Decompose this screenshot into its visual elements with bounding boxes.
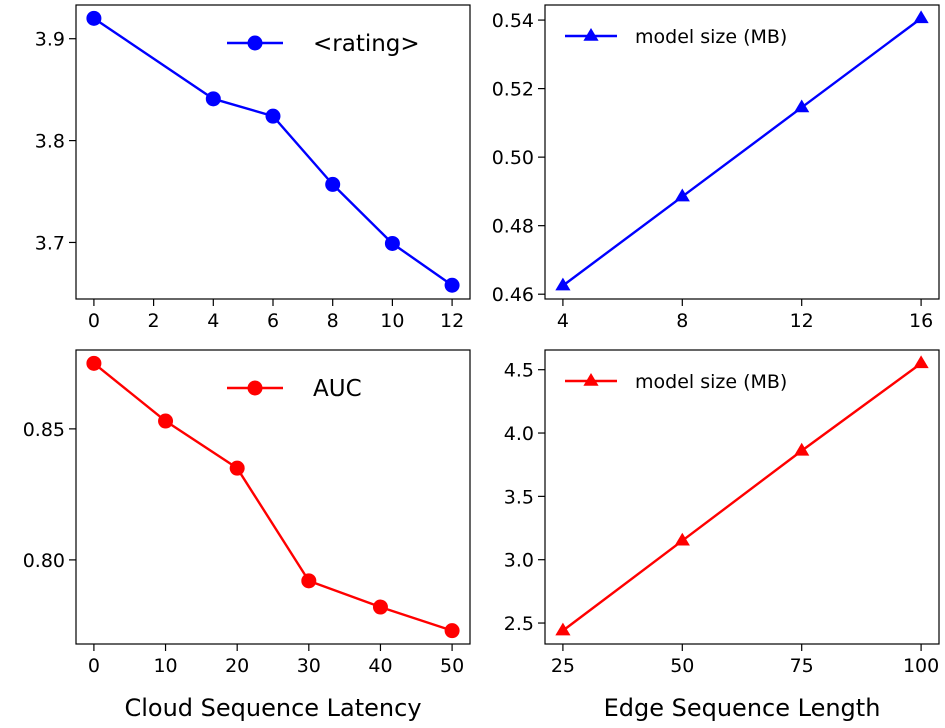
legend-label: model size (MB): [635, 26, 787, 48]
data-point: [301, 573, 317, 589]
data-point: [86, 355, 102, 371]
plot-frame: [75, 4, 471, 300]
legend-marker: [583, 28, 599, 41]
legend-marker: [247, 35, 263, 51]
legend-label: <rating>: [313, 31, 420, 57]
data-point: [555, 277, 571, 291]
data-point: [794, 442, 810, 456]
y-tick-label: 2.5: [504, 613, 534, 635]
legend-auc: AUC: [227, 376, 362, 402]
data-point: [794, 99, 810, 113]
x-tick-label: 50: [670, 655, 694, 677]
y-tick-label: 3.5: [504, 486, 534, 508]
legend-label: model size (MB): [635, 371, 787, 393]
plot-frame: [75, 349, 471, 645]
data-point: [384, 235, 400, 251]
y-tick-label: 0.54: [492, 10, 534, 32]
legend-model-size-top: model size (MB): [565, 26, 787, 48]
x-tick-label: 8: [327, 310, 339, 332]
x-tick-label: 4: [557, 310, 569, 332]
y-tick-label: 0.46: [492, 284, 534, 306]
data-point: [265, 108, 281, 124]
x-tick-label: 6: [267, 310, 279, 332]
series-line: [93, 17, 453, 287]
data-point: [444, 623, 460, 639]
data-point: [205, 91, 221, 107]
data-point: [913, 10, 929, 24]
y-tick-label: 3.9: [35, 29, 65, 51]
y-tick-label: 4.5: [504, 360, 534, 382]
x-tick-label: 12: [440, 310, 464, 332]
x-tick-label: 100: [903, 655, 939, 677]
y-tick-label: 0.85: [23, 419, 65, 441]
y-tick-label: 3.7: [35, 232, 65, 254]
chart-model-size-vs-edge-length-large: 25 50 75 100 2.5 3.0 3.5 4.0 4.5 Edge Sequence L…: [504, 349, 940, 722]
x-tick-label: 50: [440, 655, 464, 677]
legend-rating: <rating>: [227, 31, 420, 57]
x-tick-label: 10: [380, 310, 404, 332]
data-point: [555, 622, 571, 636]
y-tick-label: 0.50: [492, 147, 534, 169]
y-tick-label: 0.52: [492, 79, 534, 101]
data-point: [158, 413, 174, 429]
legend-label: AUC: [313, 376, 362, 402]
data-point: [325, 176, 341, 192]
data-point: [229, 460, 245, 476]
y-tick-label: 0.80: [23, 550, 65, 572]
data-point: [674, 188, 690, 202]
x-tick-label: 0: [88, 655, 100, 677]
data-point: [674, 532, 690, 546]
xlabel: Cloud Sequence Latency: [124, 694, 421, 722]
data-point: [444, 277, 460, 293]
legend-marker: [583, 373, 599, 386]
plot-frame: [544, 349, 940, 645]
y-tick-label: 4.0: [504, 423, 534, 445]
x-tick-label: 4: [207, 310, 219, 332]
series-line: [562, 17, 922, 287]
chart-auc-vs-latency: 0 10 20 30 40 50 0.80 0.85 Cloud Sequence Laten…: [23, 349, 471, 722]
x-tick-label: 25: [551, 655, 575, 677]
x-tick-label: 10: [153, 655, 177, 677]
chart-model-size-vs-edge-length-small: 4 8 12 16 0.46 0.48 0.50 0.52 0.54 model size (M…: [492, 4, 940, 332]
legend-model-size-bottom: model size (MB): [565, 371, 787, 393]
legend-marker: [247, 380, 263, 396]
x-tick-label: 20: [225, 655, 249, 677]
y-tick-label: 0.48: [492, 216, 534, 238]
series-line: [562, 362, 922, 632]
data-point: [913, 355, 929, 369]
x-tick-label: 2: [148, 310, 160, 332]
plot-frame: [544, 4, 940, 300]
x-tick-label: 75: [790, 655, 814, 677]
x-tick-label: 30: [297, 655, 321, 677]
series-line: [93, 362, 453, 632]
x-tick-label: 8: [676, 310, 688, 332]
data-point: [86, 10, 102, 26]
chart-rating-vs-latency: 0 2 4 6 8 10 12 3.7 3.8 3.9 <rating>: [35, 4, 471, 332]
xlabel: Edge Sequence Length: [604, 694, 881, 722]
x-tick-label: 40: [368, 655, 392, 677]
x-tick-label: 16: [909, 310, 933, 332]
data-point: [372, 599, 388, 615]
y-tick-label: 3.8: [35, 131, 65, 153]
x-tick-label: 12: [790, 310, 814, 332]
y-tick-label: 3.0: [504, 550, 534, 572]
x-tick-label: 0: [88, 310, 100, 332]
